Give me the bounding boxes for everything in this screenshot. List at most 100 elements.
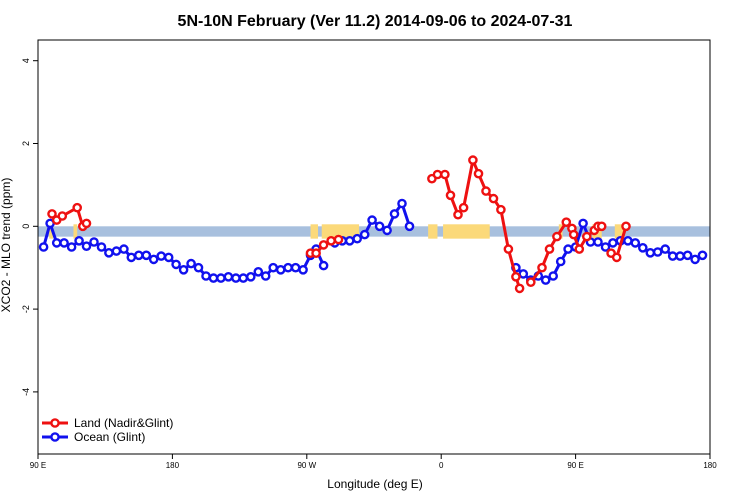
ocean-point [231, 273, 241, 283]
ocean-point [223, 271, 234, 282]
land-band [49, 224, 53, 239]
ocean-point [163, 252, 174, 263]
ocean-point [660, 244, 671, 254]
ocean-point [352, 233, 363, 244]
x-tick-label: 180 [703, 461, 717, 470]
land-point [318, 240, 329, 250]
ocean-point [630, 238, 641, 248]
land-point [47, 209, 57, 219]
x-tick-label: 180 [166, 461, 180, 470]
land-point [511, 271, 521, 282]
ocean-point [89, 237, 99, 247]
ocean-point [104, 247, 114, 258]
land-point [57, 211, 68, 221]
ocean-point [245, 271, 256, 282]
ocean-point [283, 262, 293, 273]
ocean-point [148, 254, 159, 265]
y-tick-label: 2 [21, 141, 31, 146]
y-tick-label: 4 [21, 58, 31, 63]
land-point [488, 193, 499, 204]
ocean-point [397, 198, 407, 209]
land-point [561, 217, 572, 227]
ocean-point [141, 250, 152, 261]
land-band [614, 224, 625, 239]
legend-land-label: Land (Nadir&Glint) [74, 416, 173, 430]
ocean-point [389, 209, 400, 219]
ocean-point [578, 218, 588, 229]
land-series-line [430, 158, 522, 289]
ocean-point [344, 235, 355, 246]
x-tick-label: 90 E [30, 461, 46, 470]
ocean-point [59, 238, 69, 248]
chart-title: 5N-10N February (Ver 11.2) 2014-09-06 to… [178, 13, 573, 30]
ocean-point [548, 271, 559, 281]
ocean-point [608, 238, 618, 248]
x-tick-label: 90 W [297, 461, 316, 470]
land-point [473, 168, 484, 179]
land-band [310, 224, 318, 239]
legend-land-marker [50, 418, 60, 428]
ocean-point [359, 229, 370, 240]
land-point [611, 252, 622, 263]
land-point [514, 283, 525, 294]
ocean-point [111, 246, 122, 256]
x-axis-label: Longitude (deg E) [327, 477, 422, 491]
land-point [458, 202, 469, 213]
ocean-point [268, 262, 279, 273]
land-point [81, 218, 92, 229]
legend: Land (Nadir&Glint)Ocean (Glint) [42, 416, 173, 444]
ocean-point [96, 242, 107, 252]
ocean-point [404, 221, 415, 232]
land-point [503, 244, 514, 254]
ocean-point [133, 250, 144, 261]
land-point [453, 209, 463, 220]
land-band [73, 224, 78, 239]
land-point [481, 186, 491, 196]
ocean-point [119, 244, 129, 254]
land-band [428, 224, 438, 239]
ocean-point [74, 235, 84, 246]
ocean-point [540, 275, 551, 285]
ocean-point [126, 252, 137, 263]
ocean-point [81, 241, 92, 251]
ocean-band [38, 226, 710, 237]
ocean-point [178, 264, 189, 275]
land-point [552, 231, 562, 242]
ocean-point [193, 262, 204, 273]
ocean-point [682, 250, 693, 261]
land-point [574, 244, 585, 254]
land-band [443, 224, 490, 239]
legend-ocean-label: Ocean (Glint) [74, 430, 145, 444]
ocean-point [518, 269, 529, 279]
ocean-point [51, 238, 62, 248]
land-series [47, 155, 631, 294]
y-axis-label: XCO2 - MLO trend (ppm) [0, 178, 13, 313]
land-point [544, 244, 555, 254]
land-point [582, 231, 592, 242]
ocean-point [201, 271, 211, 281]
ocean-point [623, 235, 633, 246]
land-point [568, 229, 579, 240]
plot-frame [37, 39, 711, 455]
y-tick-label: -4 [21, 388, 31, 396]
x-tick-label: 90 E [567, 461, 583, 470]
land-point [72, 202, 82, 213]
land-point [445, 190, 456, 201]
ocean-point [667, 251, 678, 261]
land-point [333, 234, 344, 245]
ocean-point [156, 251, 166, 261]
axes: -4 -2 0 2 4 90 E 180 90 W 0 90 E 180 [21, 39, 717, 470]
ocean-point [374, 221, 385, 232]
land-point [468, 155, 478, 165]
ocean-point [186, 258, 196, 269]
ocean-point [298, 264, 308, 275]
ocean-point [253, 266, 264, 277]
x-tick-label: 0 [439, 461, 444, 470]
ocean-point [38, 242, 49, 252]
series-layer [38, 155, 708, 294]
ocean-point [171, 259, 181, 270]
ocean-point [290, 262, 301, 273]
ocean-point [690, 254, 700, 265]
land-point [621, 221, 631, 232]
